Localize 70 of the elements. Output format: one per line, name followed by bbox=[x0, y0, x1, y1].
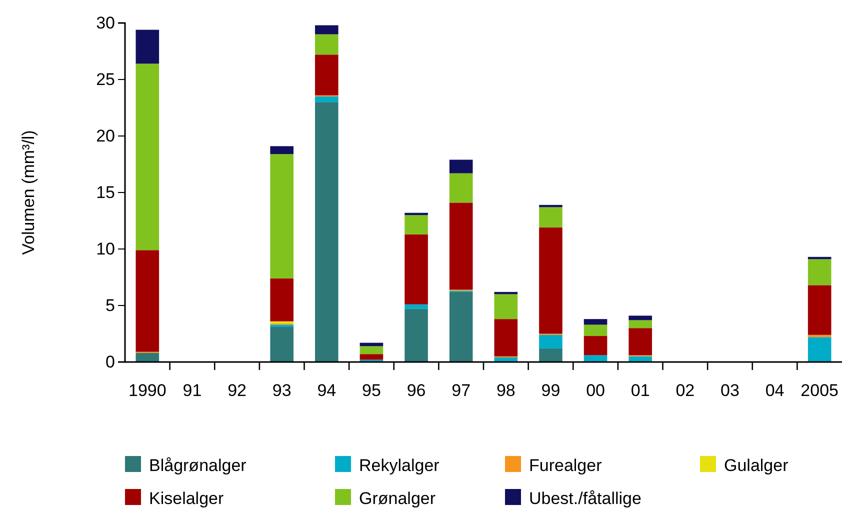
y-tick-label: 30 bbox=[96, 13, 115, 32]
bar bbox=[584, 336, 608, 356]
bar bbox=[360, 346, 384, 354]
bar bbox=[494, 319, 518, 356]
x-tick-label: 99 bbox=[541, 381, 560, 400]
bar bbox=[315, 54, 338, 96]
bar bbox=[136, 64, 160, 250]
bar bbox=[628, 328, 652, 356]
bar bbox=[315, 102, 338, 362]
bar bbox=[539, 228, 562, 334]
bar bbox=[628, 316, 652, 320]
bar bbox=[360, 354, 384, 360]
legend-label: Furealger bbox=[529, 456, 602, 475]
bar bbox=[808, 285, 832, 335]
y-tick-label: 10 bbox=[96, 239, 115, 258]
bar bbox=[315, 96, 338, 102]
legend-label: Grønalger bbox=[359, 489, 436, 508]
bar bbox=[315, 34, 338, 55]
bar bbox=[136, 30, 160, 64]
bar bbox=[628, 320, 652, 328]
y-tick-label: 20 bbox=[96, 126, 115, 146]
x-tick-label: 91 bbox=[182, 381, 202, 400]
bar bbox=[136, 352, 160, 362]
bar bbox=[449, 160, 473, 174]
x-tick-label: 2005 bbox=[800, 381, 839, 400]
y-tick-label: 15 bbox=[96, 182, 115, 202]
bar bbox=[404, 234, 428, 304]
x-tick-label: 92 bbox=[228, 381, 246, 400]
legend-label: Blågrønalger bbox=[149, 456, 247, 475]
bar bbox=[539, 334, 562, 348]
bar bbox=[449, 292, 473, 362]
y-tick-label: 5 bbox=[106, 296, 115, 315]
bar bbox=[136, 250, 160, 352]
bar bbox=[449, 173, 473, 203]
x-tick-label: 96 bbox=[406, 381, 426, 400]
bar bbox=[270, 146, 294, 154]
y-tick-label: 0 bbox=[106, 352, 115, 372]
bar bbox=[404, 304, 428, 309]
x-tick-label: 1990 bbox=[128, 381, 166, 400]
bar bbox=[404, 215, 428, 234]
bar bbox=[808, 259, 832, 286]
legend-label: Ubest./fåtallige bbox=[529, 489, 642, 508]
bar bbox=[270, 326, 294, 362]
bar bbox=[539, 348, 562, 362]
x-tick-label: 03 bbox=[720, 381, 740, 400]
bar bbox=[270, 154, 294, 278]
x-tick-label: 02 bbox=[676, 381, 695, 400]
bar bbox=[584, 324, 608, 336]
bar bbox=[404, 308, 428, 362]
y-axis-title: Volumen (mm³/l) bbox=[19, 130, 38, 255]
bar bbox=[808, 337, 832, 362]
x-tick-label: 95 bbox=[362, 381, 381, 400]
legend-label: Kiselalger bbox=[149, 489, 224, 508]
legend-label: Gulalger bbox=[724, 456, 789, 475]
legend-label: Rekylalger bbox=[359, 456, 440, 475]
x-tick-label: 93 bbox=[272, 381, 292, 400]
bar bbox=[584, 355, 608, 362]
bar bbox=[270, 278, 294, 322]
x-tick-label: 94 bbox=[317, 381, 336, 400]
x-tick-label: 97 bbox=[452, 381, 471, 400]
bar bbox=[539, 207, 562, 228]
bar bbox=[315, 25, 338, 34]
bar bbox=[584, 319, 608, 325]
bar bbox=[449, 202, 473, 290]
x-tick-label: 04 bbox=[765, 381, 784, 400]
x-tick-label: 98 bbox=[496, 381, 516, 400]
x-tick-label: 01 bbox=[630, 381, 650, 400]
y-tick-label: 25 bbox=[96, 70, 115, 89]
x-tick-label: 00 bbox=[586, 381, 605, 400]
bar bbox=[494, 294, 518, 320]
